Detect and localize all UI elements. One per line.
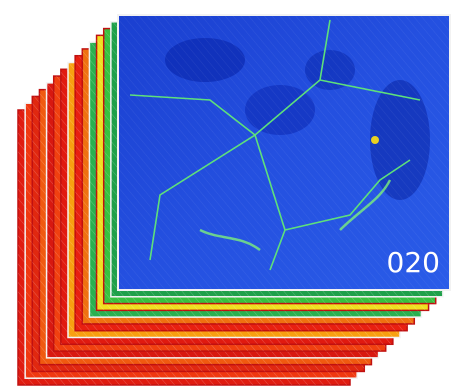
hyperspectral-cube: 020 bbox=[0, 0, 461, 392]
band-label: 020 bbox=[387, 246, 440, 279]
front-face: 020 bbox=[118, 15, 450, 290]
page: 020 (() => { const data = JSON.parse(doc… bbox=[0, 0, 461, 392]
